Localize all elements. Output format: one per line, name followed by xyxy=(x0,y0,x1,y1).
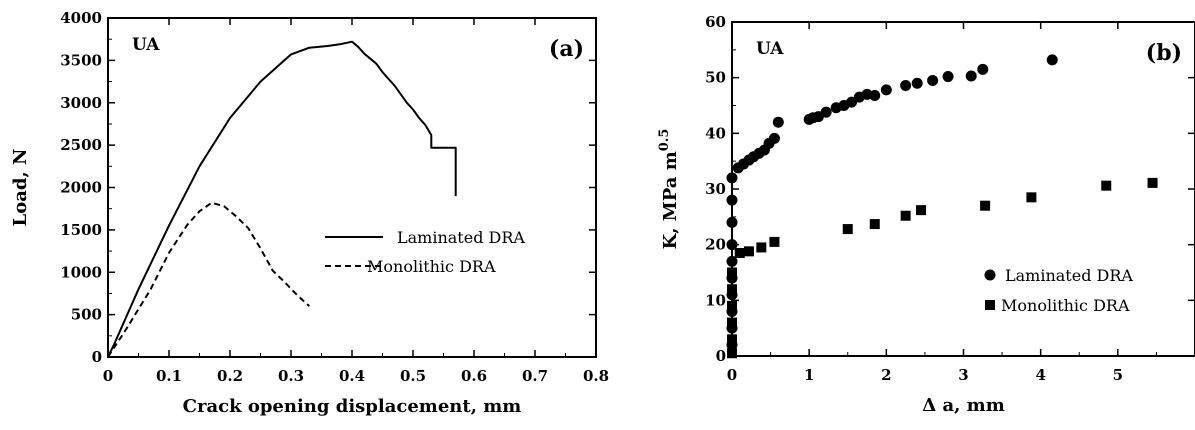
data-point-laminated xyxy=(911,77,923,89)
data-point-monolithic xyxy=(769,236,780,247)
y-tick-label: 10 xyxy=(705,291,726,309)
data-point-monolithic xyxy=(900,210,911,221)
y-tick-label: 0 xyxy=(716,347,726,365)
y-tick-label: 3500 xyxy=(60,51,102,69)
panel-tag: UA xyxy=(132,35,160,55)
data-point-monolithic xyxy=(916,205,927,216)
data-point-monolithic xyxy=(727,284,737,295)
x-tick-label: 3 xyxy=(958,366,968,384)
x-axis-label: Crack opening displacement, mm xyxy=(183,396,522,417)
x-tick-label: 0.2 xyxy=(217,367,243,385)
legend-label: Monolithic DRA xyxy=(1001,296,1130,315)
data-point-monolithic xyxy=(727,334,737,345)
data-point-laminated xyxy=(768,132,780,144)
data-point-laminated xyxy=(1046,54,1058,66)
data-point-monolithic xyxy=(869,219,880,230)
data-point-monolithic xyxy=(727,300,737,311)
x-tick-label: 2 xyxy=(881,366,891,384)
data-point-laminated xyxy=(820,106,832,118)
x-tick-label: 0.6 xyxy=(461,367,487,385)
data-point-monolithic xyxy=(756,242,767,253)
legend-label: Monolithic DRA xyxy=(367,257,496,276)
data-point-laminated xyxy=(726,172,738,184)
series-line-monolithic xyxy=(107,201,310,358)
x-tick-label: 0.5 xyxy=(400,367,426,385)
legend-label: Laminated DRA xyxy=(397,228,525,247)
data-point-laminated xyxy=(965,70,977,82)
series-line-laminated xyxy=(107,40,457,358)
data-point-monolithic xyxy=(727,348,737,359)
data-point-laminated xyxy=(772,116,784,128)
y-tick-label: 0 xyxy=(92,348,102,366)
data-point-monolithic xyxy=(743,246,754,257)
plot-frame xyxy=(107,17,597,358)
y-tick-label: 4000 xyxy=(60,9,102,27)
x-tick-label: 4 xyxy=(1035,366,1045,384)
y-tick-label: 500 xyxy=(71,306,102,324)
data-point-laminated xyxy=(942,71,954,83)
data-point-monolithic xyxy=(727,317,737,328)
x-tick-label: 0 xyxy=(727,366,737,384)
y-tick-label: 40 xyxy=(705,124,726,142)
y-tick-label: 60 xyxy=(705,13,726,31)
y-axis-label-text: K, MPa m xyxy=(660,151,681,249)
x-tick-label: 0.8 xyxy=(583,367,609,385)
y-axis-label-superscript: 0.5 xyxy=(657,129,672,152)
x-tick-label: 5 xyxy=(1113,366,1123,384)
x-tick-label: 0 xyxy=(103,367,113,385)
panel-tag: UA xyxy=(756,39,784,59)
y-tick-label: 2000 xyxy=(60,179,102,197)
data-point-monolithic xyxy=(980,200,991,211)
legend-marker-square xyxy=(985,300,995,310)
data-point-monolithic xyxy=(1026,192,1037,203)
data-point-laminated xyxy=(900,79,912,91)
y-axis-label: K, MPa m0.5 xyxy=(657,129,681,250)
x-tick-label: 0.1 xyxy=(156,367,182,385)
x-tick-label: 1 xyxy=(804,366,814,384)
data-point-laminated xyxy=(726,216,738,228)
panel-letter: (a) xyxy=(549,36,584,62)
legend-label: Laminated DRA xyxy=(1005,266,1133,285)
x-tick-label: 0.7 xyxy=(522,367,548,385)
data-point-monolithic xyxy=(842,224,853,235)
data-point-laminated xyxy=(869,89,881,101)
y-tick-label: 20 xyxy=(705,236,726,254)
data-point-monolithic xyxy=(1101,180,1112,191)
data-point-laminated xyxy=(977,63,989,75)
y-axis-label-text: Load, N xyxy=(10,149,31,227)
y-tick-label: 2500 xyxy=(60,136,102,154)
data-point-laminated xyxy=(927,74,939,86)
panel-letter: (b) xyxy=(1146,40,1182,66)
data-point-laminated xyxy=(726,194,738,206)
y-tick-label: 3000 xyxy=(60,94,102,112)
y-tick-label: 1000 xyxy=(60,263,102,281)
y-tick-label: 30 xyxy=(705,180,726,198)
x-tick-label: 0.3 xyxy=(278,367,304,385)
data-point-laminated xyxy=(726,255,738,267)
legend-marker-circle xyxy=(984,269,996,281)
data-point-monolithic xyxy=(727,267,737,278)
x-axis-label: Δ a, mm xyxy=(922,395,1005,416)
data-point-laminated xyxy=(880,84,892,96)
y-tick-label: 50 xyxy=(705,69,726,87)
chart-panel-a: 0 0.1 0.2 0.3 0.4 0.5 0.6 0.7 0.8 0 500 1000 1500 200… xyxy=(10,9,609,417)
data-point-monolithic xyxy=(1147,177,1158,188)
data-point-monolithic xyxy=(734,248,745,259)
y-axis-label: Load, N xyxy=(10,149,31,227)
data-point-laminated xyxy=(726,239,738,251)
x-tick-label: 0.4 xyxy=(339,367,365,385)
y-tick-label: 1500 xyxy=(60,221,102,239)
